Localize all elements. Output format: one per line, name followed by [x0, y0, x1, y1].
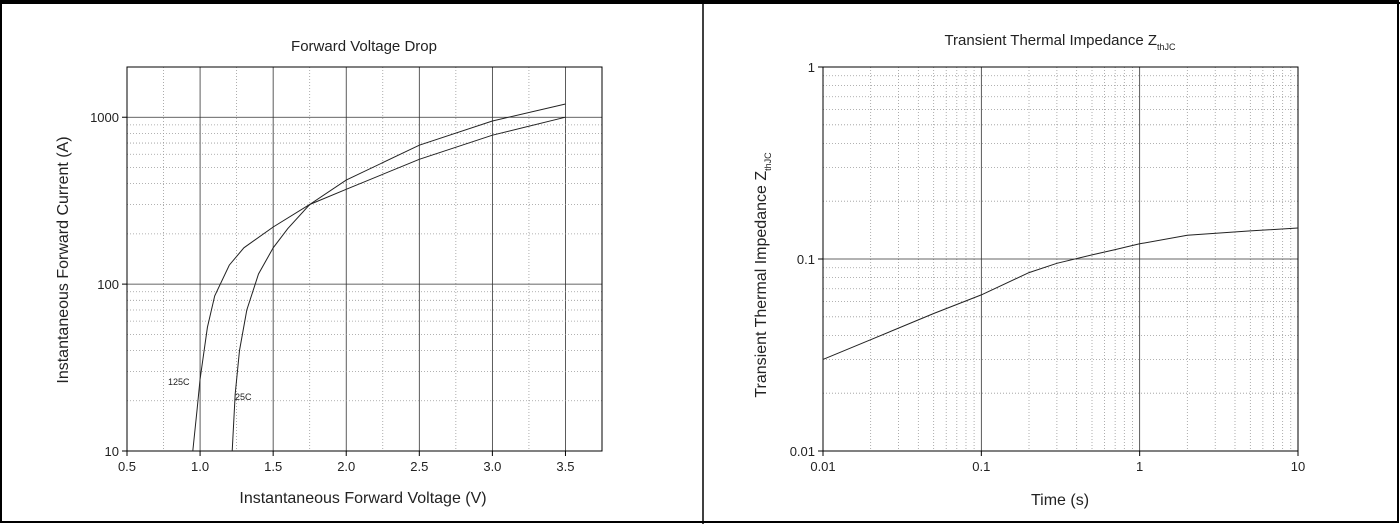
chart1-annotation-125c: 125C [168, 377, 190, 387]
chart2-x-ticks: 0.01 0.1 1 10 [810, 451, 1305, 474]
chart1-y-tick-label: 100 [97, 277, 119, 292]
chart2-y-tick-label: 0.1 [797, 252, 815, 267]
chart1-series [192, 103, 566, 452]
chart1-x-tick-label: 0.5 [118, 459, 136, 474]
chart2-series [822, 227, 1299, 360]
chart2-x-tick-label: 0.01 [810, 459, 835, 474]
chart1-x-tick-label: 1.0 [191, 459, 209, 474]
chart2-y-axis-label-subscript: thJC [763, 152, 773, 171]
chart2-y-ticks: 0.01 0.1 1 [790, 60, 823, 459]
chart2-x-tick-label: 0.1 [972, 459, 990, 474]
chart2-y-axis-label-main: Transient Thermal Impedance Z [753, 171, 770, 398]
chart1-y-ticks: 10 100 1000 [90, 110, 127, 459]
chart1-x-tick-label: 1.5 [264, 459, 282, 474]
chart1-title: Forward Voltage Drop [291, 38, 437, 55]
chart1-series-line-125c [192, 116, 566, 452]
chart1-x-tick-label: 3.0 [483, 459, 501, 474]
chart2-title: Transient Thermal Impedance ZthJC [944, 32, 1176, 52]
chart1-y-tick-label: 1000 [90, 110, 119, 125]
chart2-y-tick-label: 1 [808, 60, 815, 75]
chart-forward-voltage: Forward Voltage Drop 0.5 1.0 1.5 2.0 2.5 3.0 3… [55, 38, 603, 507]
chart2-grid [823, 67, 1298, 451]
chart2-series-line [822, 227, 1299, 360]
chart1-plot-area [126, 66, 603, 452]
chart2-title-main: Transient Thermal Impedance Z [944, 32, 1157, 49]
chart1-y-axis-label: Instantaneous Forward Current (A) [55, 136, 72, 383]
chart1-x-ticks: 0.5 1.0 1.5 2.0 2.5 3.0 3.5 [118, 451, 575, 474]
chart1-x-tick-label: 2.5 [410, 459, 428, 474]
chart1-y-tick-label: 10 [105, 444, 119, 459]
chart2-title-subscript: thJC [1157, 42, 1176, 52]
chart1-series-line-25c [231, 103, 566, 452]
chart2-x-tick-label: 10 [1291, 459, 1305, 474]
chart1-grid [127, 67, 602, 451]
chart-thermal-impedance: Transient Thermal Impedance ZthJC 0.01 0.… [753, 32, 1305, 509]
chart2-x-axis-label: Time (s) [1031, 492, 1089, 509]
chart2-x-tick-label: 1 [1136, 459, 1143, 474]
chart1-x-tick-label: 2.0 [337, 459, 355, 474]
chart2-y-tick-label: 0.01 [790, 444, 815, 459]
chart1-x-tick-label: 3.5 [556, 459, 574, 474]
chart1-annotation-25c: 25C [235, 392, 252, 402]
chart2-y-axis-label: Transient Thermal Impedance ZthJC [753, 152, 773, 398]
chart1-x-axis-label: Instantaneous Forward Voltage (V) [239, 490, 486, 507]
